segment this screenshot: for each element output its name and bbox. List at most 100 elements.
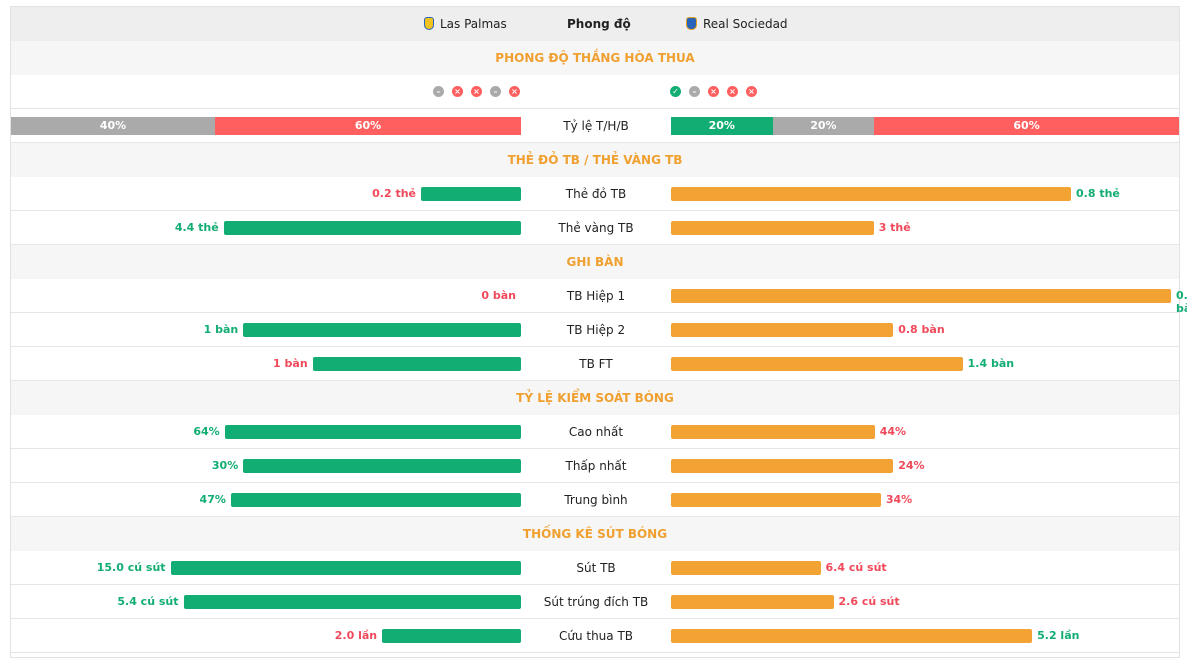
away-team: Real Sociedad [703, 17, 788, 31]
away-bar [671, 425, 875, 439]
ratio-segment: 60% [874, 117, 1179, 135]
away-value: 1.4 bàn [967, 357, 1015, 370]
form-icon: × [509, 86, 520, 97]
form-icon: × [471, 86, 482, 97]
home-value: 64% [193, 425, 220, 438]
stat-label: Cao nhất [568, 425, 624, 439]
home-value: 5.4 cú sút [117, 595, 179, 608]
home-bar [243, 459, 521, 473]
stat-row: TB Hiệp 2 1 bàn 0.8 bàn [11, 313, 1179, 347]
home-bar [382, 629, 521, 643]
section-title: GHI BÀN [11, 245, 1179, 279]
home-bar [170, 561, 521, 575]
form-icon: × [727, 86, 738, 97]
away-value: 6.4 cú sút [825, 561, 887, 574]
away-bar [671, 459, 894, 473]
form-icon: × [708, 86, 719, 97]
form-icon: × [746, 86, 757, 97]
stat-row: Thẻ vàng TB 4.4 thẻ 3 thẻ [11, 211, 1179, 245]
ratio-label: Tỷ lệ T/H/B [563, 119, 629, 133]
away-bar [671, 289, 1171, 303]
stat-row: Trung bình 47% 34% [11, 483, 1179, 517]
home-bar [421, 187, 521, 201]
ratio-segment: 20% [671, 117, 773, 135]
section-title: THẺ ĐỎ TB / THẺ VÀNG TB [11, 143, 1179, 177]
away-value: 44% [879, 425, 907, 438]
form-icon: × [452, 86, 463, 97]
home-logo [424, 17, 434, 30]
form-icon: ✓ [670, 86, 681, 97]
stat-label: TB Hiệp 1 [566, 289, 626, 303]
stat-label: Thấp nhất [565, 459, 627, 473]
home-team: Las Palmas [440, 17, 507, 31]
away-value: 0.8 bàn [898, 323, 945, 336]
form-row: – × × – × ✓ – × × × [11, 75, 1179, 109]
home-value: 0.2 thẻ [372, 187, 416, 200]
form-icon: – [433, 86, 444, 97]
away-bar [671, 187, 1071, 201]
away-value: 24% [898, 459, 925, 472]
home-bar [224, 425, 521, 439]
ratio-value: 60% [354, 119, 382, 132]
home-value: 47% [199, 493, 226, 506]
stat-row: TB FT 1 bàn 1.4 bàn [11, 347, 1179, 381]
home-value: 2.0 lần [334, 629, 378, 642]
ratio-value: 20% [810, 119, 837, 132]
stat-label: TB Hiệp 2 [566, 323, 626, 337]
stat-row: Sút TB 15.0 cú sút 6.4 cú sút [11, 551, 1179, 585]
ratio-segment: 20% [772, 117, 875, 135]
away-bar [671, 493, 881, 507]
stat-row: Cao nhất 64% 44% [11, 415, 1179, 449]
stat-row: Thấp nhất 30% 24% [11, 449, 1179, 483]
home-bar [183, 595, 521, 609]
away-value: 34% [885, 493, 913, 506]
stat-label: Cứu thua TB [558, 629, 634, 643]
section-title: PHONG ĐỘ THẮNG HÒA THUA [11, 41, 1179, 75]
away-value: 0.6 bàn [1176, 289, 1187, 315]
away-value: 0.8 thẻ [1076, 187, 1120, 200]
ratio-row: Tỷ lệ T/H/B 40% 60% 20% 20% 60% [11, 109, 1179, 143]
stat-label: Thẻ đỏ TB [565, 187, 627, 201]
away-bar [671, 595, 834, 609]
home-value: 1 bàn [273, 357, 308, 370]
ratio-value: 40% [99, 119, 127, 132]
ratio-segment: 60% [215, 117, 521, 135]
home-bar [230, 493, 521, 507]
away-logo [686, 17, 697, 30]
away-value: 5.2 lần [1037, 629, 1080, 642]
stat-label: Trung bình [564, 493, 628, 507]
away-value: 3 thẻ [878, 221, 911, 234]
home-value: 1 bàn [203, 323, 239, 336]
away-bar [671, 357, 963, 371]
form-icon: – [490, 86, 501, 97]
section-title: THỐNG KÊ SÚT BÓNG [11, 517, 1179, 551]
stat-label: Sút trúng đích TB [543, 595, 649, 609]
away-bar [671, 629, 1033, 643]
home-value: 30% [211, 459, 239, 472]
stat-row: TB Hiệp 1 0 bàn 0.6 bàn [11, 279, 1187, 315]
away-bar [671, 561, 821, 575]
home-value: 0 bàn [481, 289, 516, 302]
home-bar [223, 221, 521, 235]
header: Las Palmas Phong độ Real Sociedad [11, 7, 1179, 41]
stat-row: Thẻ đỏ TB 0.2 thẻ 0.8 thẻ [11, 177, 1179, 211]
stat-label: Thẻ vàng TB [558, 221, 634, 235]
ratio-segment: 40% [11, 117, 215, 135]
stat-row: Sút trúng đích TB 5.4 cú sút 2.6 cú sút [11, 585, 1179, 619]
stat-label: Sút TB [576, 561, 616, 575]
stat-row: Cứu thua TB 2.0 lần 5.2 lần [11, 619, 1179, 653]
section-title: TỶ LỆ KIỂM SOÁT BÓNG [11, 381, 1179, 415]
ratio-value: 20% [708, 119, 735, 132]
stat-label: TB FT [579, 357, 613, 371]
stats-panel: Las Palmas Phong độ Real Sociedad PHONG ĐỘ … [10, 6, 1187, 658]
home-bar [312, 357, 521, 371]
ratio-value: 60% [1013, 119, 1040, 132]
away-bar [671, 221, 874, 235]
away-value: 2.6 cú sút [838, 595, 900, 608]
header-title: Phong độ [567, 17, 631, 31]
form-icon: – [689, 86, 700, 97]
away-bar [671, 323, 894, 337]
home-value: 15.0 cú sút [96, 561, 166, 574]
home-bar [243, 323, 521, 337]
home-value: 4.4 thẻ [174, 221, 219, 234]
